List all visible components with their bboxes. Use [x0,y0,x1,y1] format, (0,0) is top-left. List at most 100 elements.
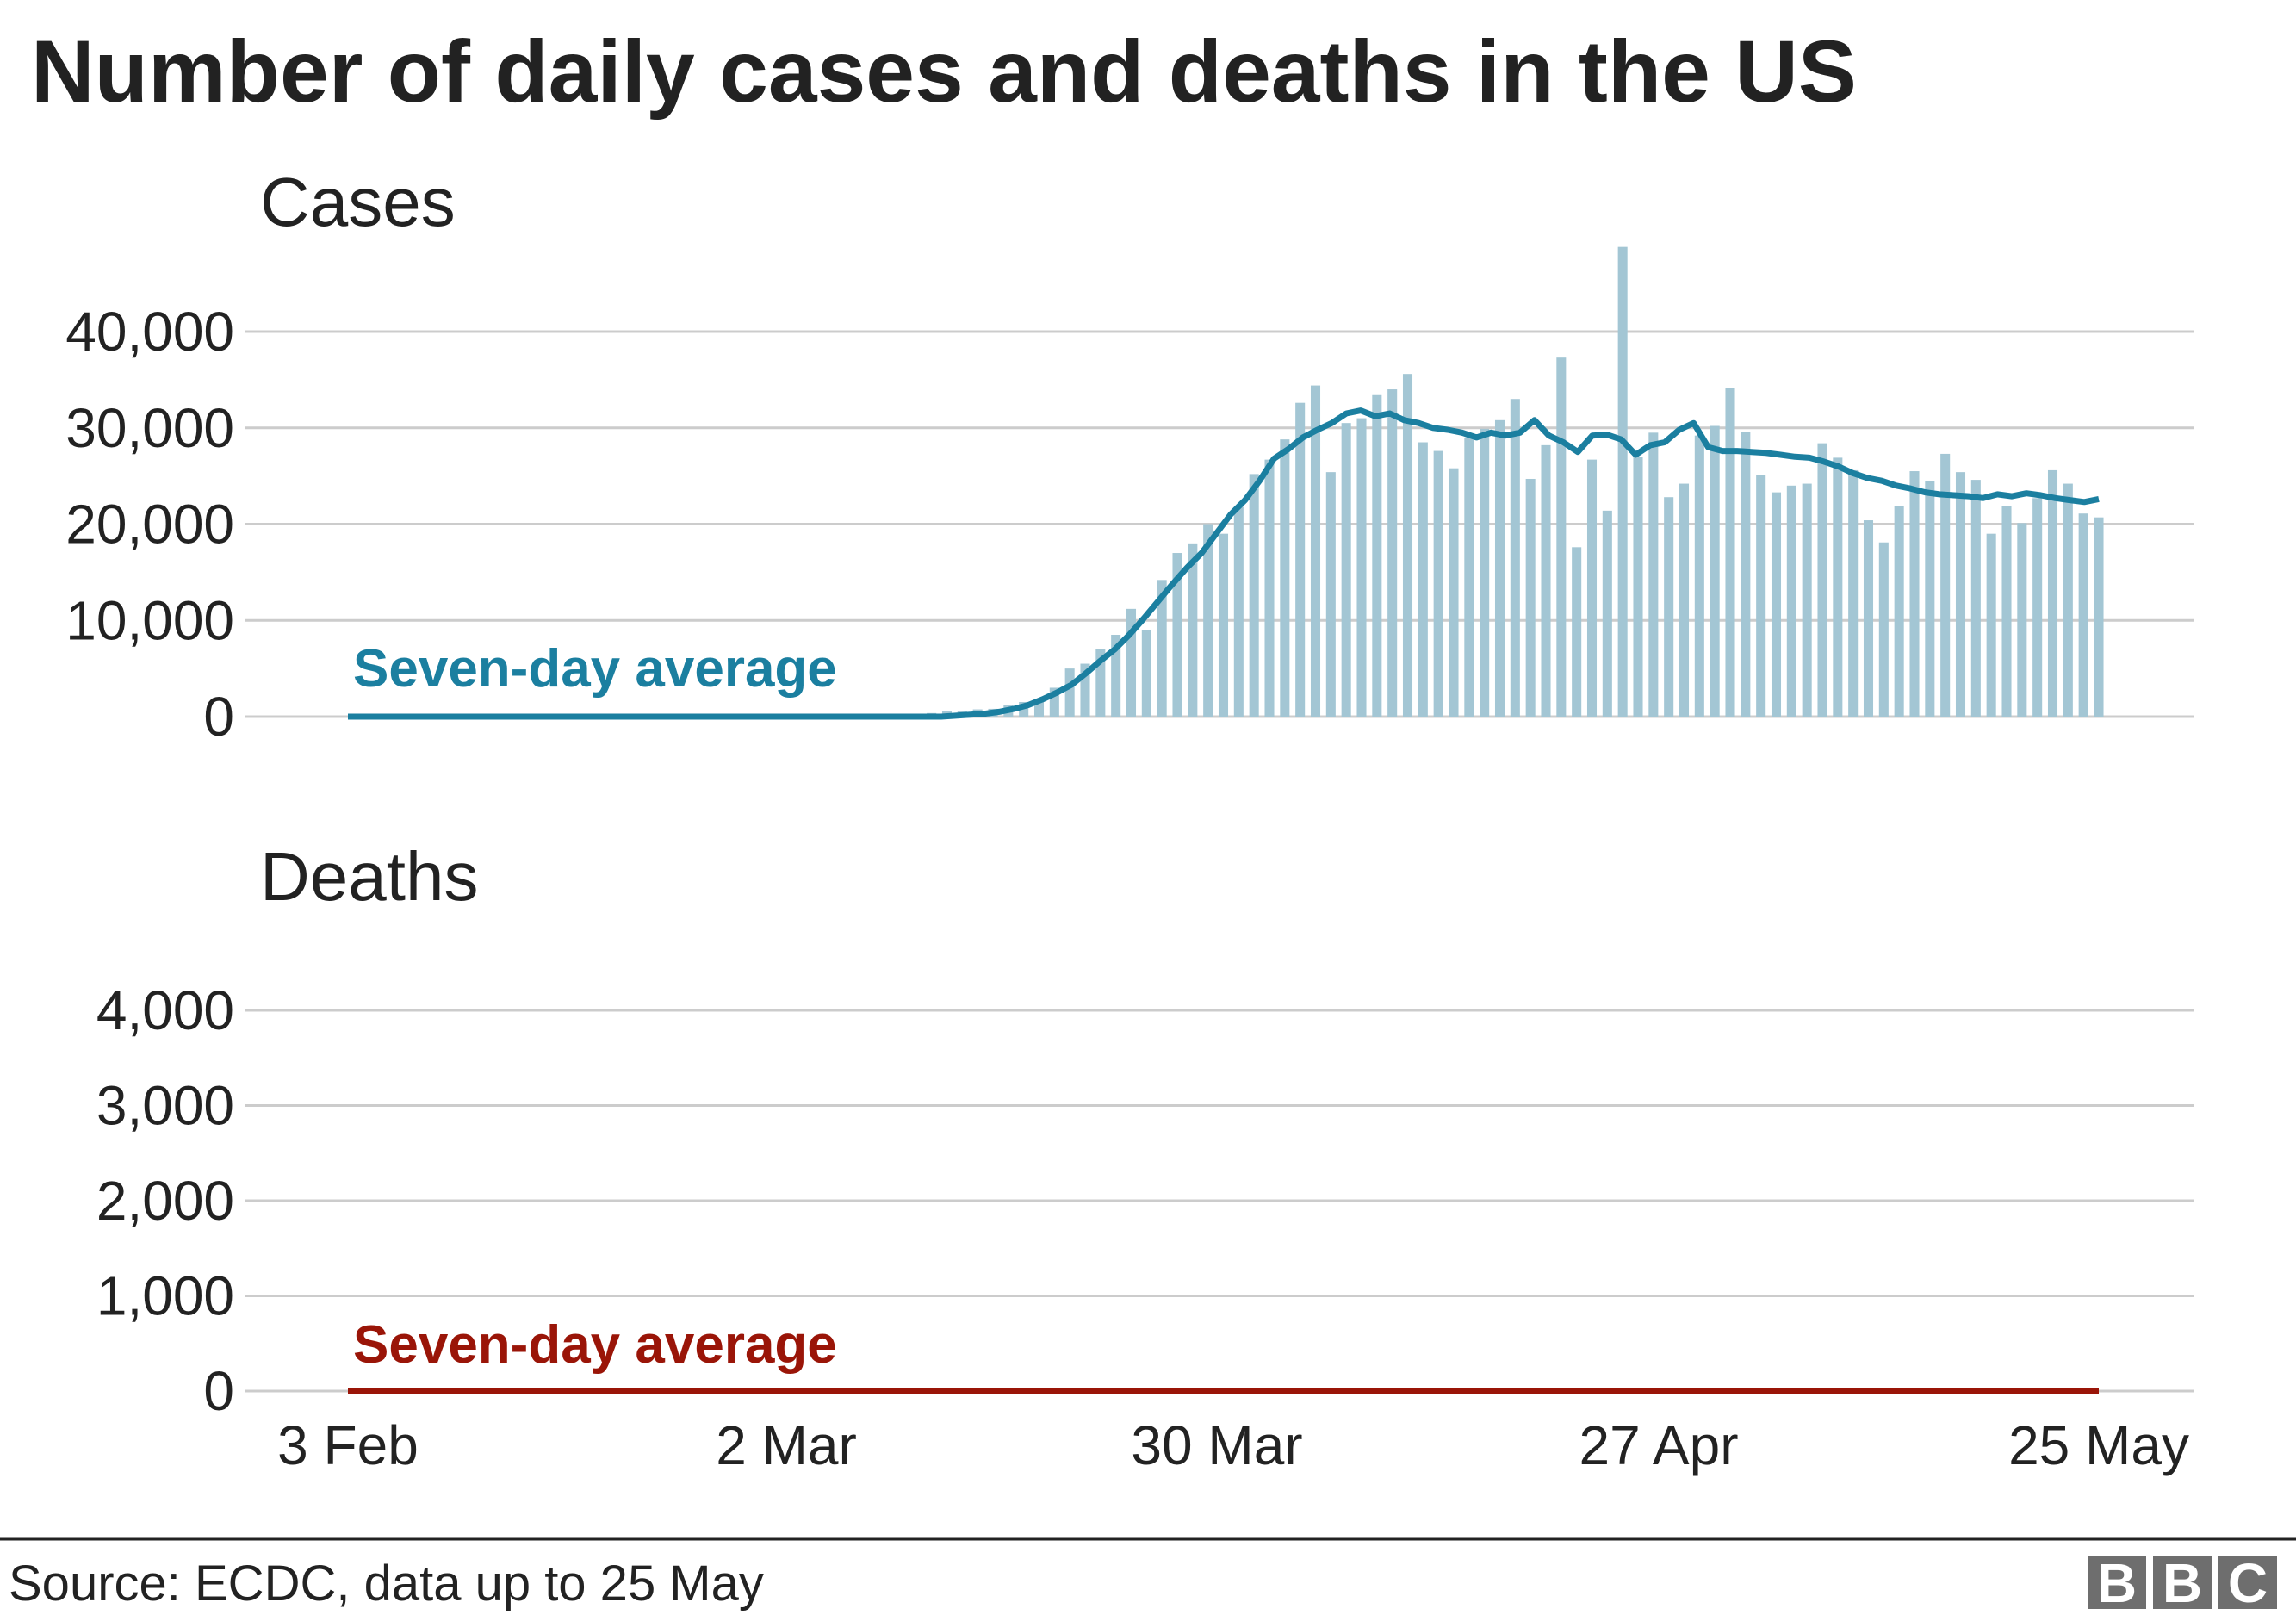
bar [1602,510,1612,717]
bar [1233,506,1244,717]
logo-box [2088,1556,2146,1609]
bar [1741,432,1751,717]
bar [1356,418,1367,717]
bar [2078,513,2088,717]
bar [1679,483,1690,717]
chart-title: Number of daily cases and deaths in the … [31,22,1857,121]
cases-bars [358,246,2104,717]
bar [1203,524,1213,717]
bar [1541,444,1551,717]
bar [1080,663,1090,717]
bar [1955,472,1966,717]
bar [1264,459,1275,717]
logo-letter: C [2228,1552,2268,1614]
bar [1817,443,1827,717]
x-tick-label: 30 Mar [1131,1414,1302,1476]
bar [1710,425,1720,717]
bar [1280,439,1290,717]
bar [1188,543,1198,717]
bar [1418,442,1428,717]
bar [1387,389,1398,717]
bar [1909,471,1920,717]
x-tick-label: 27 Apr [1579,1414,1738,1476]
bar [1372,394,1382,717]
bar [1402,374,1413,717]
bar [1494,419,1505,717]
bar [1325,472,1336,717]
bar [1664,497,1674,717]
bar [1586,459,1598,717]
y-tick-label: 30,000 [65,397,234,459]
bar [1878,542,1889,717]
bar [1863,520,1874,717]
deaths-average-label: Seven-day average [353,1315,837,1375]
deaths-panel: Deaths 4,000 3,000 2,000 1,000 0 Seven-day a… [96,838,2194,1422]
logo-letter: B [2163,1552,2202,1614]
bar [1786,485,1796,717]
bar [1572,547,1582,717]
bar [2001,506,2012,717]
x-tick-label: 2 Mar [716,1414,857,1476]
bar [1218,533,1229,717]
bar [1894,506,1904,717]
bar [1157,580,1167,717]
bar [2094,517,2104,717]
bar [1694,435,1704,717]
bar [1648,432,1659,717]
bar [1433,450,1443,717]
bar [1633,457,1643,717]
bar [1848,469,1859,717]
y-tick-label: 0 [203,1360,234,1422]
bar [1095,649,1106,717]
bar [1126,608,1137,717]
y-tick-label: 10,000 [65,589,234,651]
bar [1556,357,1567,717]
bar [1172,553,1182,717]
y-tick-label: 4,000 [96,979,234,1041]
bar [2047,469,2058,717]
bar [1510,399,1520,717]
bar [1064,668,1075,717]
y-tick-label: 3,000 [96,1075,234,1137]
bar [1970,480,1981,717]
deaths-subtitle: Deaths [260,838,478,915]
bar [2017,523,2027,717]
source-note: Source: ECDC, data up to 25 May [9,1556,764,1612]
logo-box [2153,1556,2212,1609]
bar [1310,385,1321,717]
cases-average-label: Seven-day average [353,639,837,699]
bar [1525,478,1536,717]
bar [1249,474,1259,717]
bbc-logo: B B C [2088,1552,2277,1614]
y-tick-label: 1,000 [96,1265,234,1327]
y-tick-label: 40,000 [65,301,234,363]
bar [1480,428,1490,717]
logo-letter: B [2097,1552,2137,1614]
bar [1771,492,1782,717]
cases-average-line [348,407,2100,720]
x-tick-label: 3 Feb [277,1414,419,1476]
bar [1756,475,1766,717]
bar [1111,635,1121,717]
bar [1725,388,1735,717]
logo-box [2218,1556,2277,1609]
bar [1925,481,1935,717]
x-axis-ticks: 3 Feb 2 Mar 30 Mar 27 Apr 25 May [277,1414,2189,1476]
bar [1986,533,1996,717]
y-tick-label: 0 [203,686,234,748]
bar [1449,468,1459,717]
cases-subtitle: Cases [260,164,456,240]
cases-y-ticks: 40,000 30,000 20,000 10,000 0 [65,301,234,748]
bar [1049,687,1059,717]
bar [1464,437,1474,717]
y-tick-label: 2,000 [96,1170,234,1232]
bar [1617,246,1628,717]
bar [1295,402,1306,717]
bar [2063,483,2073,717]
bar [1940,453,1951,717]
bar [1141,630,1151,717]
bar [1833,457,1843,717]
cases-panel: Cases 40,000 30,000 20,000 10,000 0 Seven-da… [65,164,2194,748]
bar [1802,483,1812,717]
